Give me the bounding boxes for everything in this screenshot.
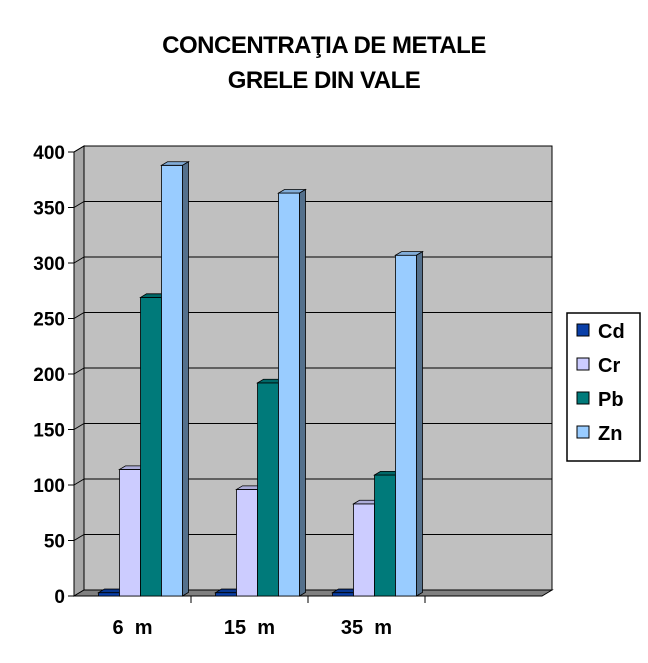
gridline-diagonal xyxy=(73,312,85,319)
gridline-diagonal xyxy=(73,534,85,541)
bar-front xyxy=(353,503,375,597)
x-category-label: 6 m xyxy=(112,617,152,639)
bar-front xyxy=(236,489,258,597)
y-tick-label: 250 xyxy=(33,310,65,331)
y-tick-label: 400 xyxy=(33,143,65,164)
bar-zn xyxy=(394,250,424,597)
gridline-diagonal xyxy=(73,367,85,375)
bars xyxy=(97,161,424,597)
gridline-diagonal xyxy=(73,145,85,153)
gridline-diagonal xyxy=(73,201,85,208)
bar-front xyxy=(374,474,396,597)
legend-swatch xyxy=(576,425,590,439)
chart-title-line-2: GRELE DIN VALE xyxy=(228,67,421,94)
gridline-diagonal xyxy=(73,478,85,486)
bar-front xyxy=(278,192,300,597)
bar-side xyxy=(416,250,423,597)
bar-front xyxy=(395,254,417,597)
legend-label: Cr xyxy=(598,355,620,377)
x-axis-labels: 6 m 15 m 35 m xyxy=(112,617,392,639)
bar-zn xyxy=(160,161,190,597)
bar-zn xyxy=(277,188,307,597)
bar-front xyxy=(140,297,162,597)
legend-swatch xyxy=(576,323,590,337)
legend-label: Cd xyxy=(598,321,625,343)
legend-swatch xyxy=(576,391,590,405)
y-tick-label: 150 xyxy=(33,421,65,442)
bar-front xyxy=(215,592,237,597)
y-tick-label: 350 xyxy=(33,199,65,220)
gridline-diagonal xyxy=(73,256,85,264)
y-axis: 0 50 100 150 200 250 300 350 400 xyxy=(33,143,75,608)
bar-side xyxy=(299,188,306,597)
legend-swatch xyxy=(576,357,590,371)
legend: Cd Cr Pb Zn xyxy=(566,312,641,462)
y-axis-ticks: 0 50 100 150 200 250 300 350 400 xyxy=(33,143,74,608)
legend-label: Pb xyxy=(598,389,624,411)
bar-front xyxy=(98,592,120,597)
category-dividers xyxy=(190,596,426,603)
chart-title: CONCENTRAŢIA DE METALE GRELE DIN VALE xyxy=(162,32,487,94)
y-tick-label: 200 xyxy=(33,365,65,386)
chart-title-line-1: CONCENTRAŢIA DE METALE xyxy=(162,32,486,59)
y-tick-label: 100 xyxy=(33,476,65,497)
x-axis: 6 m 15 m 35 m xyxy=(74,595,542,639)
x-category-label: 15 m xyxy=(224,617,275,639)
x-category-label: 35 m xyxy=(341,617,392,639)
bar-side xyxy=(182,161,189,597)
bar-front xyxy=(332,592,354,597)
bar-front xyxy=(119,469,141,597)
gridline-diagonal xyxy=(73,423,85,430)
y-tick-label: 300 xyxy=(33,254,65,275)
bar-front xyxy=(257,382,279,597)
y-tick-label: 50 xyxy=(44,532,65,553)
y-tick-label: 0 xyxy=(54,587,65,608)
bar-front xyxy=(161,164,183,597)
legend-label: Zn xyxy=(598,423,622,445)
